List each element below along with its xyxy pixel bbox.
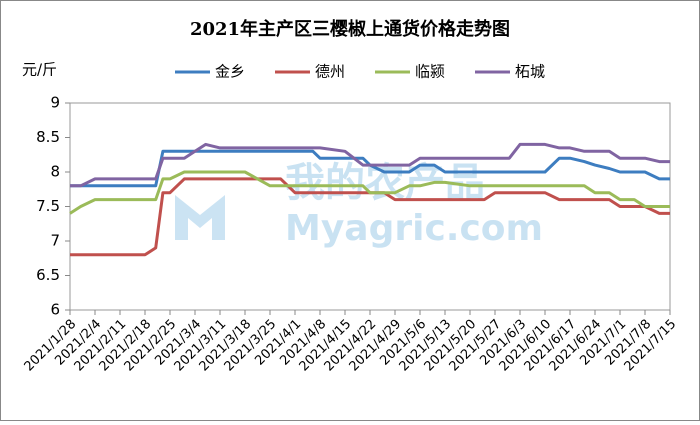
y-tick-label: 7.5 [36, 197, 60, 215]
legend-label: 金乡 [215, 63, 245, 81]
series-line [70, 149, 670, 188]
y-tick-label: 6 [50, 301, 60, 319]
y-tick-label: 7 [50, 232, 60, 250]
y-tick-label: 6.5 [36, 266, 60, 284]
watermark-logo [175, 195, 225, 240]
y-tick-label: 8.5 [36, 128, 60, 146]
y-axis-label: 元/斤 [22, 61, 57, 79]
watermark-en: Myagric.com [285, 208, 543, 249]
legend-label: 德州 [315, 63, 345, 81]
legend-label: 柘城 [515, 63, 545, 81]
chart-title: 2021年主产区三樱椒上通货价格走势图 [190, 18, 510, 40]
series-line [70, 177, 670, 257]
legend-label: 临颍 [415, 63, 445, 81]
series-line [70, 142, 670, 188]
series-line [69, 170, 670, 215]
y-tick-label: 8 [50, 163, 60, 181]
y-tick-label: 9 [50, 94, 60, 112]
